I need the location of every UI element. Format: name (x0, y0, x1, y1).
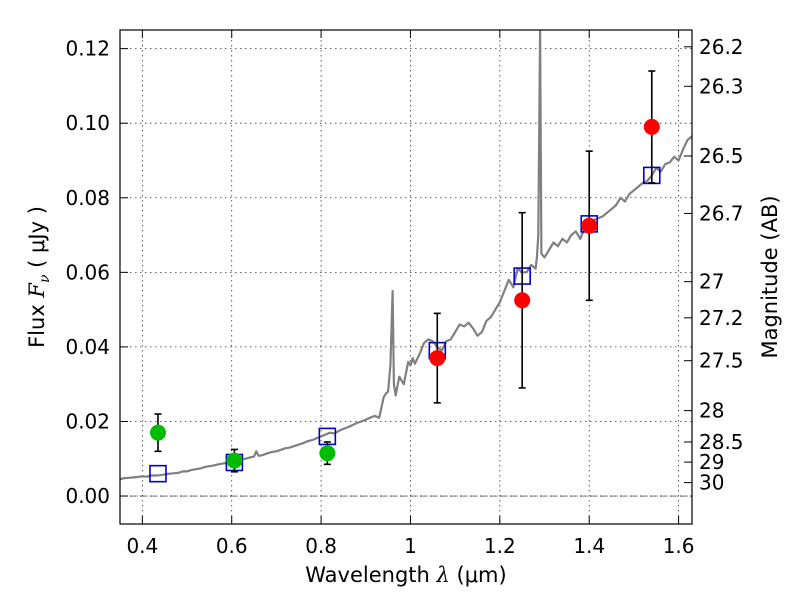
magnitude-tick-label: 29 (699, 450, 724, 474)
x-tick-label: 0.8 (305, 534, 337, 558)
x-tick-label: 1.2 (484, 534, 516, 558)
right-axis-title: Magnitude (AB) (758, 195, 782, 358)
x-tick-label: 1.6 (663, 534, 695, 558)
magnitude-tick-label: 28 (699, 399, 724, 423)
y-tick-label: 0.00 (65, 484, 110, 508)
x-tick-label: 0.6 (216, 534, 248, 558)
magnitude-tick-label: 28.5 (699, 430, 744, 454)
model-photometry-square (149, 464, 167, 483)
y-tick-label: 0.08 (65, 186, 110, 210)
x-tick-label: 1.4 (573, 534, 605, 558)
magnitude-tick-label: 26.5 (699, 144, 744, 168)
y-tick-label: 0.04 (65, 335, 110, 359)
x-tick-label: 0.4 (126, 534, 158, 558)
observed-photometry-point (429, 350, 446, 367)
magnitude-tick-label: 27.2 (699, 306, 744, 330)
magnitude-tick-label: 27.5 (699, 349, 744, 373)
y-axis-title: Flux Fν ( μJy ) (25, 206, 53, 348)
y-tick-label: 0.12 (65, 37, 110, 61)
observed-photometry-point (319, 445, 336, 462)
y-tick-label: 0.06 (65, 260, 110, 284)
grid-lines (120, 30, 692, 524)
axis-ticks (120, 30, 692, 524)
magnitude-tick-label: 26.7 (699, 201, 744, 225)
magnitude-tick-label: 26.3 (699, 74, 744, 98)
magnitude-tick-label: 26.2 (699, 35, 744, 59)
y-tick-label: 0.10 (65, 111, 110, 135)
observed-photometry-point (643, 118, 660, 135)
observed-photometry-point (149, 424, 166, 441)
magnitude-tick-label: 30 (699, 471, 724, 495)
observed-photometry-point (581, 217, 598, 234)
plot-frame (119, 29, 693, 525)
y-tick-label: 0.02 (65, 409, 110, 433)
x-axis-title: Wavelength λ (μm) (305, 563, 506, 587)
observed-photometry-point (514, 292, 531, 309)
x-tick-labels: 0.4 0.6 0.8 1 1.2 1.4 1.6 (126, 534, 694, 558)
observed-photometry-point (226, 452, 243, 469)
x-tick-label: 1 (404, 534, 417, 558)
observed-photometry-layer (149, 118, 660, 469)
magnitude-tick-label: 27 (699, 270, 724, 294)
y-tick-labels: 0.00 0.02 0.04 0.06 0.08 0.10 0.12 (65, 37, 110, 508)
